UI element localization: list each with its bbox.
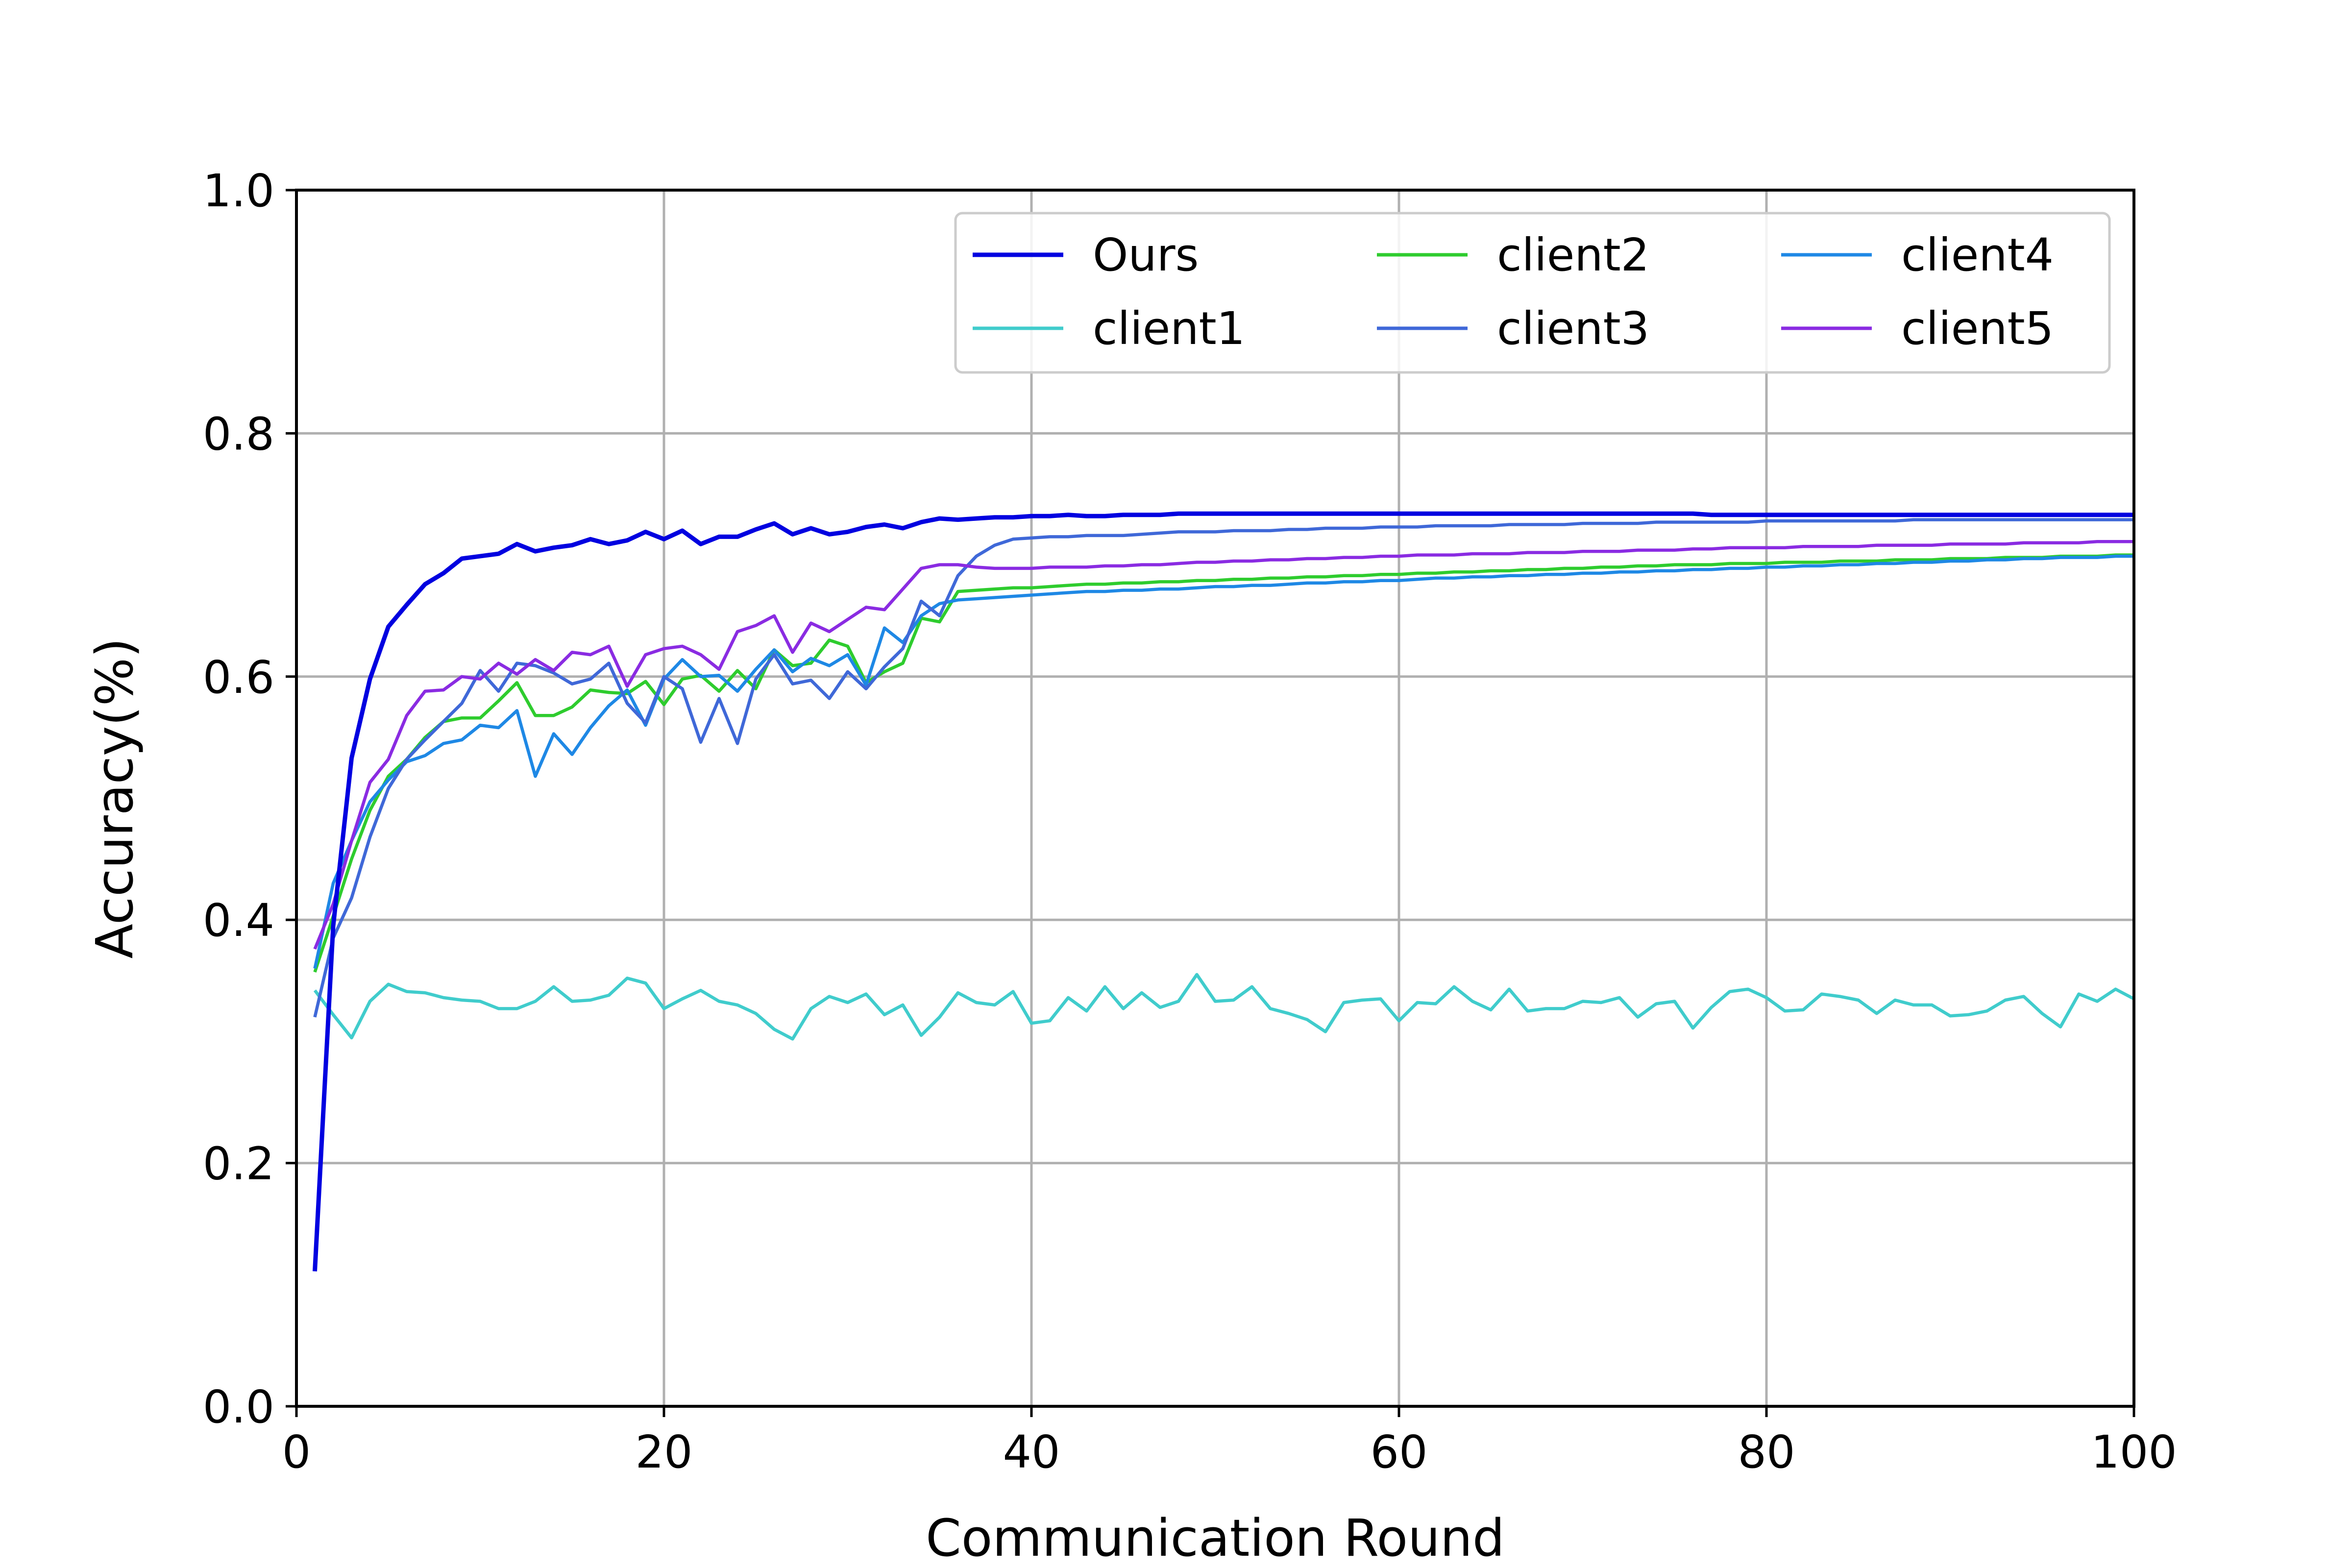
y-tick-label: 0.0 bbox=[203, 1381, 274, 1433]
legend-label-client3: client3 bbox=[1497, 302, 1649, 355]
series-line-Ours bbox=[313, 511, 2134, 1272]
y-tick-label: 0.6 bbox=[203, 651, 274, 704]
series-layer bbox=[313, 511, 2135, 1272]
legend-label-client1: client1 bbox=[1093, 302, 1245, 355]
series-line-client5 bbox=[313, 540, 2134, 950]
legend-label-client4: client4 bbox=[1901, 229, 2054, 281]
legend-label-client2: client2 bbox=[1497, 229, 1649, 281]
x-tick-label: 60 bbox=[1370, 1426, 1427, 1478]
x-tick-label: 40 bbox=[1003, 1426, 1060, 1478]
y-tick-label: 0.8 bbox=[203, 408, 274, 460]
y-tick-label: 1.0 bbox=[203, 165, 274, 217]
x-tick-label: 0 bbox=[282, 1426, 311, 1478]
legend-label-Ours: Ours bbox=[1093, 229, 1199, 281]
plot-frame bbox=[295, 189, 2135, 1408]
series-line-client1 bbox=[313, 973, 2135, 1041]
x-tick-label: 20 bbox=[635, 1426, 692, 1478]
y-tick-label: 0.4 bbox=[203, 894, 274, 947]
legend-label-client5: client5 bbox=[1901, 302, 2054, 355]
axis-ticks: 0 20 40 60 80 100 0.0 0.2 0.4 0.6 0.8 1.0 bbox=[203, 165, 2177, 1478]
legend: Ours client1 client2 client3 client4 client5 bbox=[954, 212, 2111, 374]
y-axis-label: Accuracy(%) bbox=[85, 638, 145, 959]
series-line-client4 bbox=[313, 554, 2134, 969]
x-tick-label: 80 bbox=[1738, 1426, 1795, 1478]
x-tick-label: 100 bbox=[2091, 1426, 2177, 1478]
x-axis-label: Communication Round bbox=[926, 1508, 1505, 1568]
y-tick-label: 0.2 bbox=[203, 1138, 274, 1190]
grid-lines bbox=[295, 189, 2135, 1408]
legend-box bbox=[954, 212, 2111, 374]
series-line-client2 bbox=[313, 553, 2134, 973]
series-line-client3 bbox=[313, 518, 2134, 1018]
